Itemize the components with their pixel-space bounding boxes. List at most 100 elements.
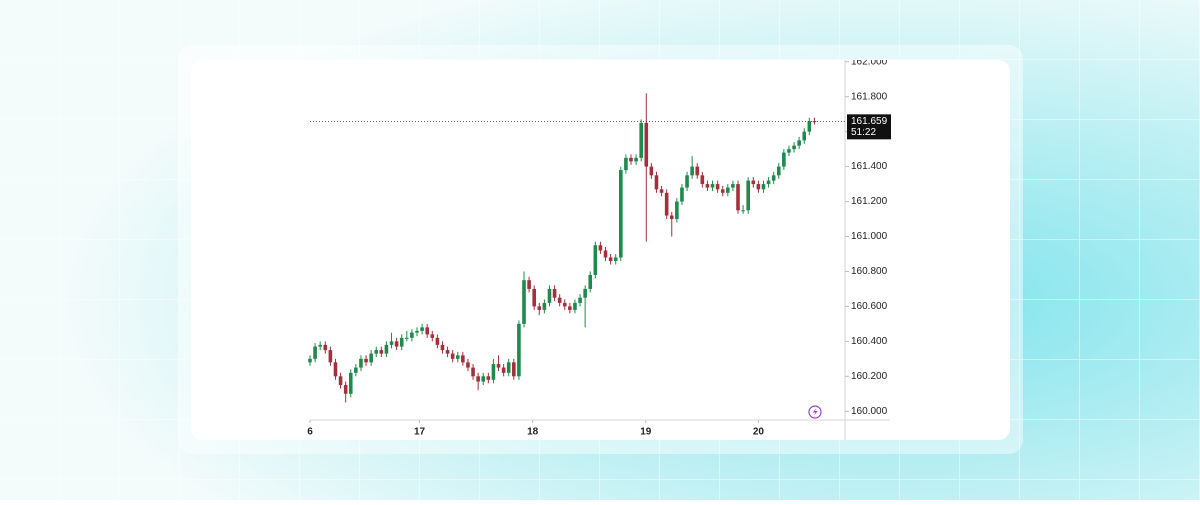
candle-body — [379, 350, 384, 354]
candle-body — [410, 332, 414, 338]
y-tick-label: 161.200 — [851, 196, 888, 207]
candle-body — [807, 121, 812, 132]
candle-body — [425, 327, 429, 335]
last-price-label: 161.659 — [851, 116, 888, 127]
candle-body — [318, 344, 322, 347]
candle-body — [690, 166, 694, 176]
candle-body — [481, 376, 486, 382]
candle-body — [348, 372, 353, 394]
y-tick-label: 161.800 — [851, 91, 888, 102]
candle-body — [313, 346, 317, 359]
candle-body — [374, 350, 379, 354]
candle-body — [608, 257, 613, 261]
candle-body — [557, 297, 562, 303]
candle-body — [547, 288, 552, 303]
candle-body — [573, 302, 577, 310]
candle-body — [629, 157, 633, 162]
candle-body — [792, 145, 796, 150]
candle-body — [644, 122, 649, 167]
y-tick-label: 161.000 — [851, 231, 888, 242]
candle-body — [308, 358, 312, 363]
x-tick-label: 18 — [527, 427, 539, 438]
y-tick-label: 160.200 — [851, 371, 888, 382]
candle-body — [486, 376, 491, 380]
candle-body — [338, 376, 343, 386]
candle-body — [578, 297, 582, 303]
countdown-label: 51:22 — [851, 127, 876, 138]
candle-body — [435, 337, 440, 345]
candle-body — [624, 157, 628, 171]
y-tick-label: 160.000 — [851, 406, 888, 417]
candle-body — [756, 184, 761, 190]
candle-body — [720, 189, 725, 193]
candle-body — [461, 355, 465, 363]
candle-body — [552, 288, 557, 298]
candle-body — [583, 288, 587, 298]
last-price-box — [847, 114, 891, 140]
y-tick-label: 160.400 — [851, 336, 888, 347]
candle-body — [782, 152, 786, 167]
candle-body — [333, 362, 338, 377]
candle-body — [405, 337, 409, 339]
candle-body — [776, 166, 781, 176]
candle-body — [802, 131, 807, 141]
candle-body — [746, 180, 750, 211]
candle-body — [450, 353, 455, 359]
candle-body — [787, 149, 791, 153]
candle-body — [649, 166, 654, 176]
y-tick-label: 162.000 — [851, 56, 888, 67]
candle-body — [710, 184, 715, 188]
candle-body — [496, 364, 501, 368]
candle-body — [771, 175, 776, 181]
candle-body — [328, 350, 333, 363]
candle-body — [619, 170, 623, 258]
candle-body — [491, 364, 496, 380]
candle-body — [537, 306, 542, 310]
candle-body — [420, 327, 424, 331]
candle-body — [394, 341, 399, 347]
candle-body — [685, 175, 689, 188]
candle-body — [654, 175, 659, 190]
candle-body — [588, 274, 593, 289]
x-tick-label: 20 — [753, 427, 765, 438]
event-icon — [808, 405, 822, 419]
candle-body — [512, 362, 516, 377]
candle-body — [440, 344, 445, 351]
plot: 160.000 160.200 160.400 160.600 160.800 161.0… — [307, 56, 890, 440]
x-tick-label: 19 — [640, 427, 652, 438]
candle-body — [659, 189, 664, 193]
x-tick-label: 17 — [414, 427, 426, 438]
candle-body — [705, 184, 710, 188]
candle-body — [542, 302, 547, 310]
candle-body — [568, 306, 572, 310]
candle-body — [506, 362, 511, 373]
y-tick-label: 161.400 — [851, 161, 888, 172]
candle-body — [399, 337, 404, 347]
candle-body — [415, 330, 419, 333]
candle-body — [343, 385, 348, 394]
candle-body — [603, 250, 608, 258]
candle-body — [766, 180, 771, 185]
x-tick-label: 6 — [307, 427, 313, 438]
candle-body — [384, 344, 389, 354]
candle-body — [455, 355, 460, 359]
candle-body — [476, 376, 480, 382]
candle-body — [517, 323, 521, 377]
candle-body — [527, 280, 531, 289]
candle-body — [522, 280, 526, 324]
candle-body — [598, 245, 603, 251]
candle-body — [359, 358, 363, 368]
candle-body — [562, 302, 567, 307]
candle-body — [593, 245, 598, 275]
candle-body — [761, 184, 766, 190]
candle-body — [532, 288, 536, 307]
candle-body — [669, 215, 674, 220]
candle-body — [369, 353, 373, 363]
candle-body — [797, 140, 801, 146]
candle-body — [680, 187, 684, 202]
candle-body — [715, 184, 720, 190]
candle-body — [471, 367, 475, 377]
candle-body — [675, 201, 679, 220]
candle-body — [613, 257, 618, 261]
